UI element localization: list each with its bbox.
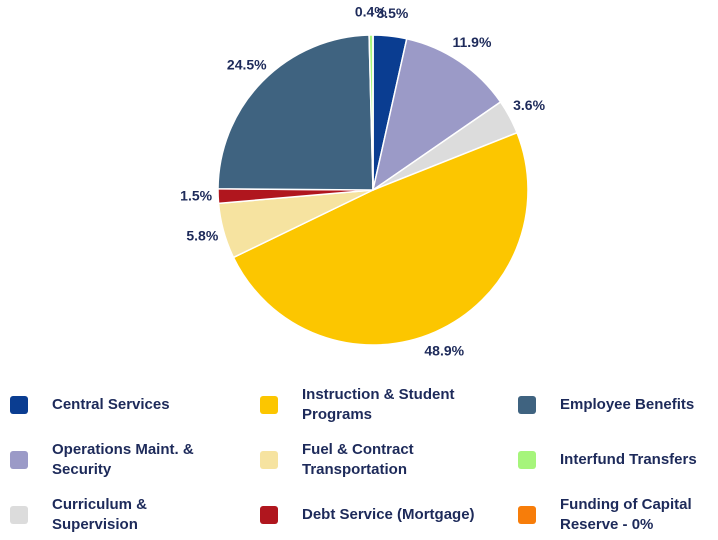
legend-label: Funding of Capital Reserve - 0% bbox=[560, 496, 692, 533]
data-label: 3.5% bbox=[376, 5, 408, 21]
legend-item: Interfund Transfers bbox=[518, 438, 715, 482]
legend-swatch bbox=[260, 396, 278, 414]
legend-label: Central Services bbox=[52, 396, 170, 413]
legend-item: Instruction & Student Programs bbox=[260, 383, 492, 427]
legend-swatch bbox=[10, 506, 28, 524]
legend-swatch bbox=[10, 451, 28, 469]
legend-item: Curriculum & Supervision bbox=[10, 493, 212, 537]
legend-item: Funding of Capital Reserve - 0% bbox=[518, 493, 715, 537]
legend-swatch bbox=[260, 451, 278, 469]
data-label: 24.5% bbox=[227, 57, 267, 73]
legend-label: Fuel & Contract Transportation bbox=[302, 441, 414, 478]
legend-label: Employee Benefits bbox=[560, 396, 695, 413]
legend-item: Debt Service (Mortgage) bbox=[260, 493, 492, 537]
legend-label: Curriculum & Supervision bbox=[52, 496, 148, 533]
legend-swatch bbox=[260, 506, 278, 524]
legend-swatch bbox=[518, 506, 536, 524]
legend-label: Instruction & Student Programs bbox=[302, 386, 455, 423]
legend-item: Employee Benefits bbox=[518, 383, 715, 427]
chart: 3.5% 11.9% 3.6% 48.9% 5.8% 1.5% 24.5% 0.4% bbox=[180, 4, 545, 359]
legend-item: Operations Maint. & Security bbox=[10, 438, 212, 482]
pie-slice bbox=[217, 34, 374, 191]
legend-swatch bbox=[10, 396, 28, 414]
data-label: 0.4% bbox=[355, 4, 387, 20]
legend-swatch bbox=[518, 451, 536, 469]
data-label: 3.6% bbox=[513, 97, 545, 113]
legend-label: Debt Service (Mortgage) bbox=[302, 506, 475, 523]
legend-label: Interfund Transfers bbox=[560, 451, 697, 468]
legend-label: Operations Maint. & Security bbox=[52, 441, 194, 478]
data-label: 11.9% bbox=[452, 34, 491, 50]
data-label: 5.8% bbox=[186, 228, 218, 244]
pie-slice bbox=[232, 131, 529, 346]
data-label: 48.9% bbox=[424, 343, 464, 359]
data-label: 1.5% bbox=[180, 188, 212, 204]
legend-item: Fuel & Contract Transportation bbox=[260, 438, 492, 482]
legend-swatch bbox=[518, 396, 536, 414]
pie-slice bbox=[371, 37, 502, 192]
legend-item: Central Services bbox=[10, 383, 212, 427]
